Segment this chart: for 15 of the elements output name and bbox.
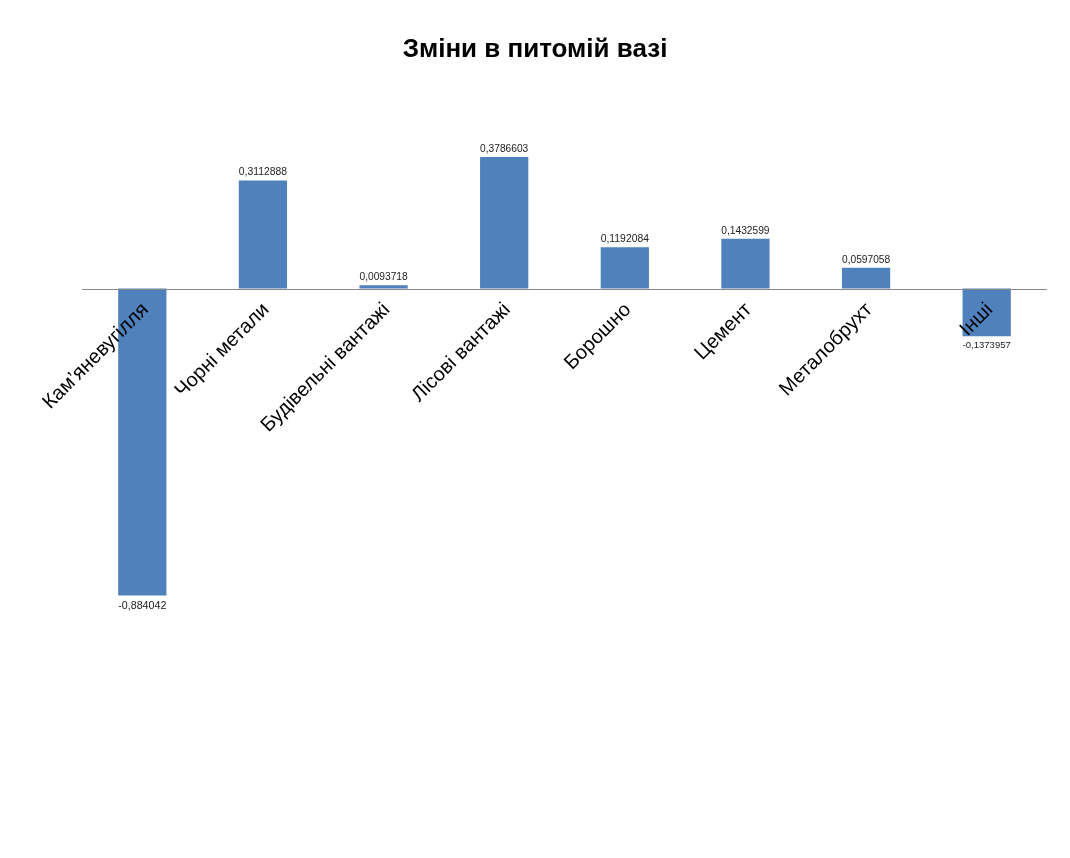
data-label: 0,3112888 — [238, 166, 288, 178]
bar — [480, 157, 529, 289]
bar — [359, 285, 408, 289]
data-label: -0,884042 — [118, 598, 167, 611]
chart-title: Зміни в питомій вазі — [402, 32, 668, 63]
bar — [841, 267, 891, 289]
data-label: 0,0093718 — [359, 271, 408, 283]
bar — [238, 180, 288, 289]
data-label: -0,1373957 — [962, 339, 1011, 351]
data-label: 0,1432599 — [721, 224, 770, 236]
bar — [721, 238, 770, 289]
data-label: 0,3786603 — [480, 142, 529, 154]
data-label: 0,0597058 — [841, 253, 891, 265]
bar — [600, 247, 649, 289]
data-label: 0,1192084 — [600, 233, 650, 245]
